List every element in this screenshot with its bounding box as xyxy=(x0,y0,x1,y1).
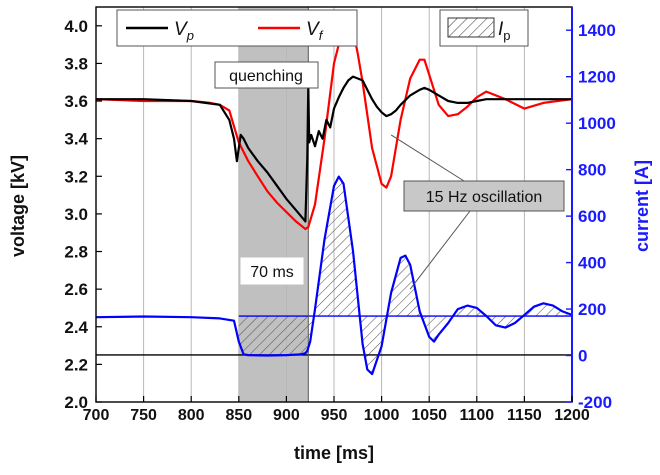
duration-label-box xyxy=(240,257,304,285)
y-left-tick-label: 3.6 xyxy=(64,92,88,111)
x-tick-label: 850 xyxy=(225,407,252,424)
y-axis-right-title: current [A] xyxy=(632,160,652,252)
y-left-tick-label: 2.6 xyxy=(64,280,88,299)
y-axis-left-title: voltage [kV] xyxy=(8,155,28,257)
x-tick-label: 950 xyxy=(321,407,348,424)
x-tick-label: 1200 xyxy=(554,407,590,424)
x-tick-label: 700 xyxy=(83,407,110,424)
x-tick-label: 750 xyxy=(130,407,157,424)
y-right-tick-label: 1200 xyxy=(578,68,616,87)
oscillation-label-box xyxy=(403,180,565,212)
x-tick-label: 800 xyxy=(178,407,205,424)
x-tick-label: 1000 xyxy=(364,407,400,424)
y-right-tick-label: 200 xyxy=(578,300,606,319)
y-right-tick-label: 600 xyxy=(578,207,606,226)
y-left-tick-label: 3.2 xyxy=(64,167,88,186)
y-right-tick-label: 0 xyxy=(578,347,587,366)
duration-label: 70 ms xyxy=(250,264,294,281)
y-left-tick-label: 3.0 xyxy=(64,205,88,224)
oscillation-pointer-1 xyxy=(390,134,465,182)
y-right-tick-label: 1400 xyxy=(578,21,616,40)
y-left-tick-label: 3.8 xyxy=(64,54,88,73)
y-right-tick-label: 1000 xyxy=(578,114,616,133)
y-right-tick-label: -200 xyxy=(578,393,612,412)
y-left-tick-label: 3.4 xyxy=(64,130,88,149)
legend-label-ip: Ip xyxy=(498,19,511,43)
ip-hatch-area xyxy=(238,178,572,375)
x-tick-label: 1100 xyxy=(459,407,494,424)
x-tick-label: 900 xyxy=(273,407,300,424)
x-tick-label: 1050 xyxy=(411,407,447,424)
quenching-label: quenching xyxy=(229,68,303,85)
x-tick-label: 1150 xyxy=(507,407,542,424)
oscillation-pointer-2 xyxy=(409,210,471,290)
oscillation-label: 15 Hz oscillation xyxy=(426,189,543,206)
y-left-tick-label: 2.8 xyxy=(64,243,88,262)
legend-label-vp: Vp xyxy=(174,19,194,43)
quenching-label-box xyxy=(214,61,319,89)
y-right-tick-label: 800 xyxy=(578,161,606,180)
legend-swatch-ip xyxy=(447,17,495,38)
series-line-vp xyxy=(96,75,572,223)
series-line-ip xyxy=(96,175,572,376)
y-left-tick-label: 4.0 xyxy=(64,17,88,36)
x-axis-title: time [ms] xyxy=(294,443,374,463)
y-left-tick-label: 2.0 xyxy=(64,393,88,412)
y-right-tick-label: 400 xyxy=(578,254,606,273)
y-left-tick-label: 2.2 xyxy=(64,355,88,374)
y-left-tick-label: 2.4 xyxy=(64,318,88,337)
legend-label-vf: Vf xyxy=(306,19,324,43)
